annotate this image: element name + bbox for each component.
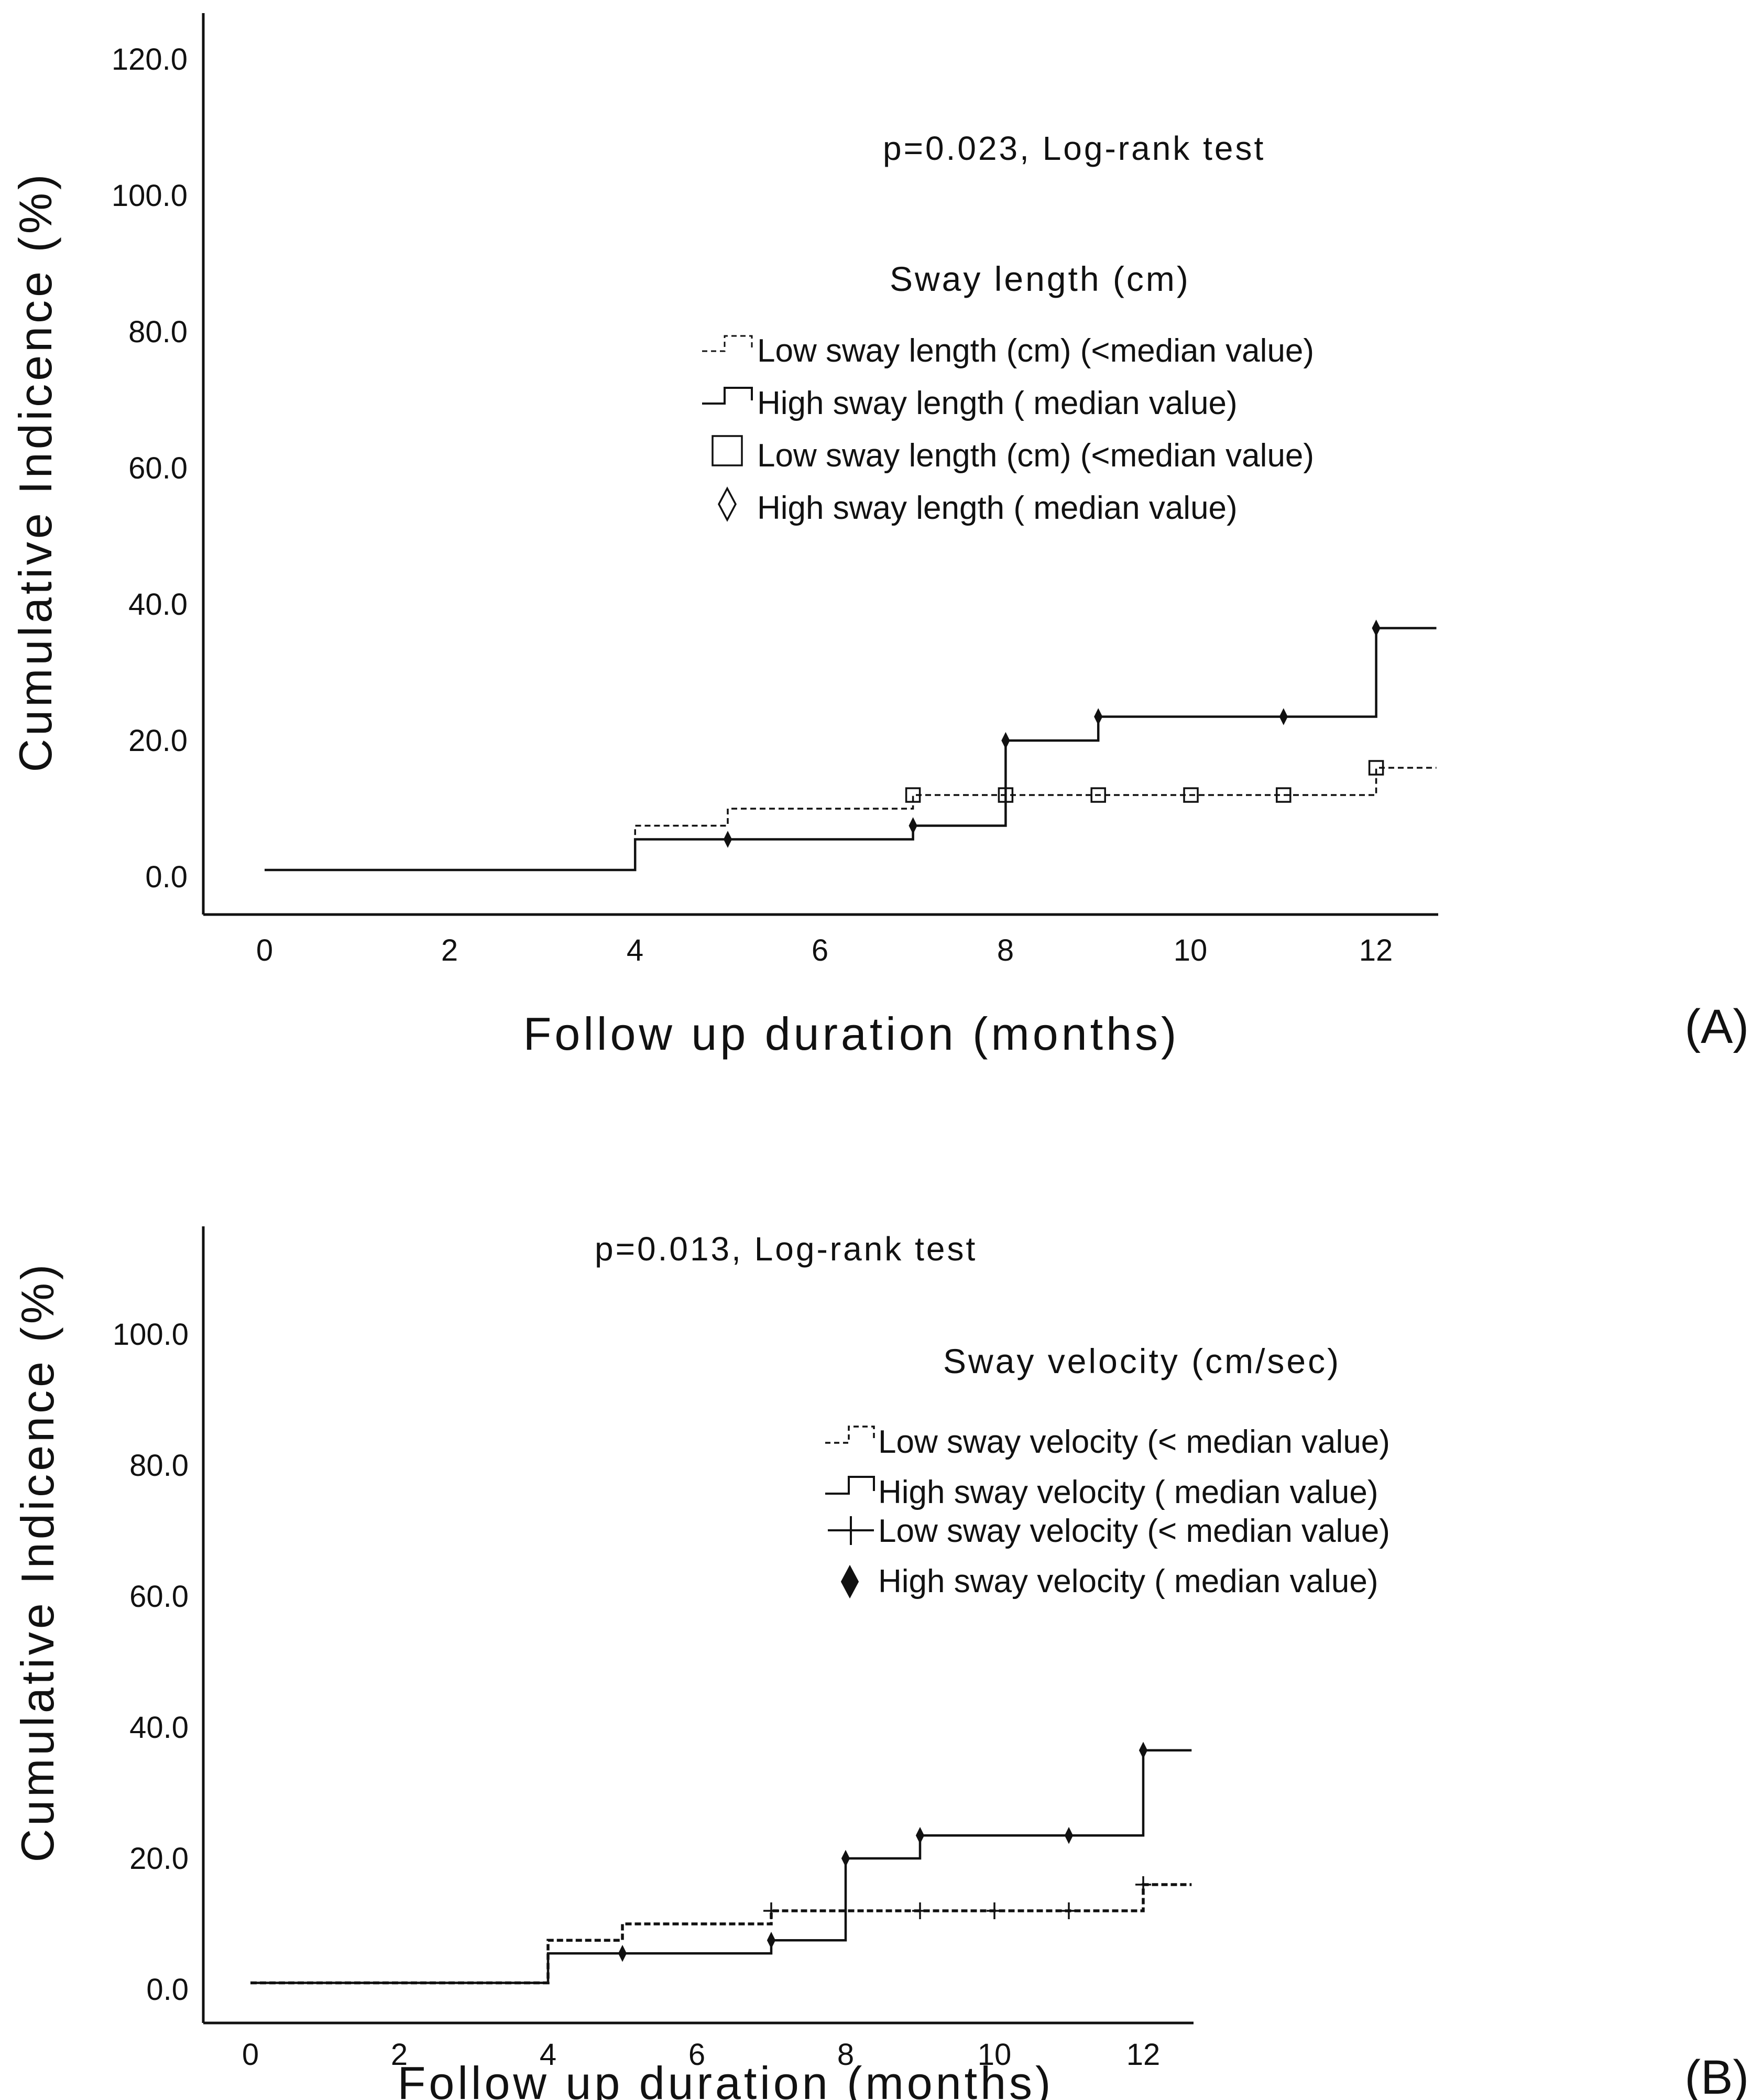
legend-label: Low sway length (cm) (<median value) bbox=[757, 438, 1314, 474]
panel-label-b: (B) bbox=[1684, 2051, 1749, 2100]
x-tick-label: 12 bbox=[1126, 2038, 1161, 2072]
censor-marker-filled-diamond bbox=[618, 1945, 627, 1962]
censor-marker-diamond bbox=[909, 817, 917, 834]
legend: Low sway velocity (< median value) High … bbox=[825, 1424, 1390, 1600]
series-line-low bbox=[265, 767, 1437, 871]
panel-label-a: (A) bbox=[1684, 1000, 1749, 1053]
y-tick-label: 0.0 bbox=[146, 1973, 189, 2007]
y-tick-label: 40.0 bbox=[129, 1711, 189, 1745]
censor-marker-diamond bbox=[1001, 732, 1010, 749]
series-layer bbox=[265, 627, 1437, 872]
y-tick-label: 20.0 bbox=[129, 1842, 189, 1876]
censor-marker-diamond bbox=[1279, 708, 1288, 725]
censor-marker-square bbox=[1276, 787, 1292, 803]
censor-marker-diamond bbox=[1372, 619, 1381, 637]
x-tick-label: 12 bbox=[1359, 933, 1393, 967]
x-tick-label: 2 bbox=[391, 2038, 408, 2072]
censor-marker-filled-diamond bbox=[841, 1849, 850, 1867]
x-tick-label: 10 bbox=[978, 2038, 1012, 2072]
censor-marker-filled-diamond bbox=[767, 1932, 776, 1949]
series-line-low bbox=[250, 1883, 1192, 1985]
y-axis-title: Cumulative Indicence (%) bbox=[12, 1261, 63, 1863]
x-tick-label: 2 bbox=[441, 933, 458, 967]
series-line-high bbox=[250, 1749, 1192, 1984]
x-axis-title: Follow up duration (months) bbox=[398, 2057, 1054, 2100]
legend-label: High sway length ( median value) bbox=[757, 385, 1238, 421]
x-tick-label: 0 bbox=[256, 933, 273, 967]
legend-label: Low sway velocity (< median value) bbox=[878, 1513, 1390, 1549]
censor-marker-plus bbox=[1061, 1902, 1077, 1919]
series-line-high bbox=[265, 627, 1437, 872]
series-layer bbox=[250, 1749, 1192, 1985]
legend-label: Low sway length (cm) (<median value) bbox=[757, 333, 1314, 369]
legend-symbol-solid-step bbox=[825, 1476, 875, 1495]
y-axis-title: Cumulative Indicence (%) bbox=[9, 171, 61, 772]
censor-marker-plus bbox=[912, 1902, 928, 1919]
y-tick-label: 120.0 bbox=[112, 42, 188, 77]
y-tick-label: 40.0 bbox=[128, 587, 188, 622]
x-axis-title: Follow up duration (months) bbox=[523, 1008, 1180, 1060]
x-tick-label: 8 bbox=[997, 933, 1014, 967]
censor-marker-square bbox=[1183, 787, 1199, 803]
x-tick-label: 10 bbox=[1174, 933, 1208, 967]
censor-marker-diamond bbox=[723, 831, 732, 848]
censor-marker-layer bbox=[723, 619, 1384, 848]
legend-title: Sway length (cm) bbox=[890, 259, 1190, 298]
log-rank-annotation: p=0.023, Log-rank test bbox=[883, 129, 1265, 167]
x-tick-label: 6 bbox=[812, 933, 828, 967]
y-tick-label: 0.0 bbox=[145, 860, 188, 894]
y-tick-label: 80.0 bbox=[128, 315, 188, 349]
legend-symbol-solid-step bbox=[702, 387, 753, 405]
censor-marker-filled-diamond bbox=[1064, 1827, 1074, 1844]
x-tick-label: 4 bbox=[540, 2038, 556, 2072]
x-tick-label: 4 bbox=[627, 933, 643, 967]
censor-marker-filled-diamond bbox=[915, 1827, 925, 1844]
y-tick-label: 100.0 bbox=[112, 179, 188, 213]
legend-symbol-plus bbox=[828, 1516, 874, 1545]
censor-marker-square bbox=[1368, 760, 1384, 776]
legend-symbol-dashed-step bbox=[702, 335, 753, 352]
legend-symbol-dashed-step bbox=[825, 1426, 875, 1444]
censor-marker-plus bbox=[987, 1902, 1002, 1919]
legend-symbol-open-diamond bbox=[718, 486, 737, 522]
y-tick-label: 80.0 bbox=[129, 1449, 189, 1483]
legend-symbol-open-square bbox=[712, 435, 743, 466]
x-tick-label: 0 bbox=[242, 2038, 259, 2072]
y-tick-label: 20.0 bbox=[128, 724, 188, 758]
y-tick-label: 60.0 bbox=[129, 1580, 189, 1614]
legend-label: High sway velocity ( median value) bbox=[878, 1563, 1378, 1600]
legend-label: High sway length ( median value) bbox=[757, 490, 1238, 526]
legend-label: High sway velocity ( median value) bbox=[878, 1474, 1378, 1510]
censor-marker-square bbox=[905, 787, 921, 803]
censor-marker-diamond bbox=[1094, 708, 1103, 725]
censor-marker-plus bbox=[1135, 1876, 1151, 1893]
legend-label: Low sway velocity (< median value) bbox=[878, 1424, 1390, 1460]
y-tick-label: 60.0 bbox=[128, 451, 188, 485]
legend-title: Sway velocity (cm/sec) bbox=[943, 1342, 1341, 1380]
censor-marker-layer bbox=[618, 1742, 1151, 1962]
legend-symbol-filled-diamond bbox=[840, 1564, 859, 1599]
censor-marker-plus bbox=[763, 1902, 779, 1919]
x-tick-label: 8 bbox=[837, 2038, 854, 2072]
censor-marker-filled-diamond bbox=[1139, 1742, 1148, 1759]
x-tick-label: 6 bbox=[688, 2038, 705, 2072]
y-tick-label: 100.0 bbox=[113, 1318, 189, 1352]
log-rank-annotation: p=0.013, Log-rank test bbox=[595, 1230, 977, 1268]
panel-a: 0.0 20.0 40.0 60.0 80.0 100.0 120.0 0 2 … bbox=[9, 13, 1749, 1060]
legend: Low sway length (cm) (<median value) Hig… bbox=[702, 333, 1314, 526]
censor-marker-square bbox=[998, 787, 1014, 803]
panel-b: 0.0 20.0 40.0 60.0 80.0 100.0 0 2 4 6 8 … bbox=[12, 1226, 1749, 2100]
censor-marker-square bbox=[1090, 787, 1106, 803]
